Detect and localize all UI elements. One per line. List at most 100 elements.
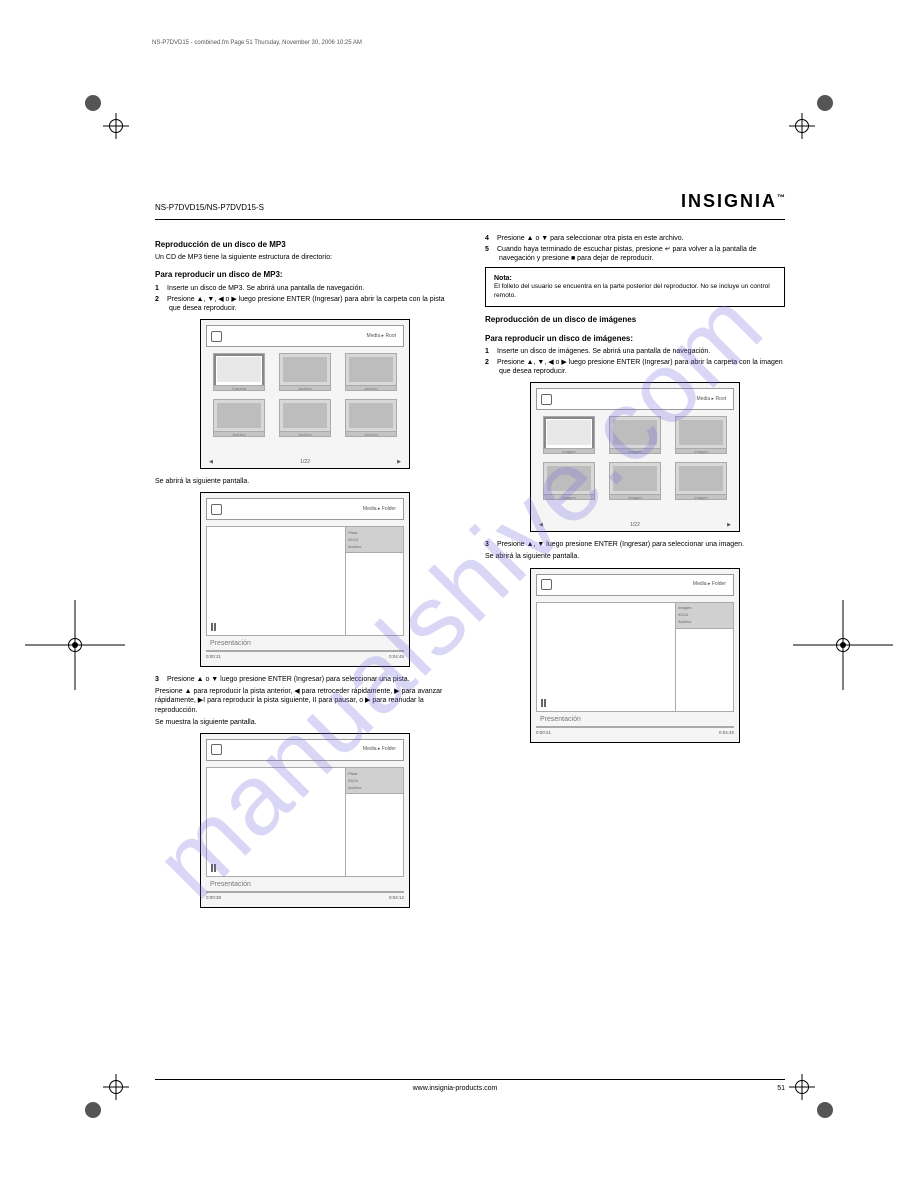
preview-area (207, 527, 345, 635)
preview-area (537, 603, 675, 711)
time-indicator: 0:00:210:04:45 (536, 730, 734, 736)
playback-footer: Presentación 0:00:210:04:45 (206, 636, 404, 660)
registration-mark (85, 1078, 125, 1118)
step: 1Inserte un disco de imágenes. Se abrirá… (485, 347, 785, 356)
page-number: 51 (755, 1084, 785, 1093)
pause-icon (541, 699, 549, 707)
thumbnail[interactable]: Archivo (213, 399, 265, 437)
breadcrumb: Media ▸ Folder (226, 506, 399, 513)
model-number: NS-P7DVD15/NS-P7DVD15-S (155, 203, 264, 213)
section-heading: Reproducción de un disco de MP3 (155, 240, 455, 250)
pager: ◀ 1/22 ▶ (539, 522, 731, 529)
pause-icon (211, 864, 219, 872)
step: 2Presione ▲, ▼, ◀ o ▶ luego presione ENT… (155, 295, 455, 313)
paragraph: Un CD de MP3 tiene la siguiente estructu… (155, 253, 455, 262)
panel-toolbar: Media ▸ Folder (206, 739, 404, 761)
panel-toolbar: Media ▸ Folder (206, 498, 404, 520)
mode-label: Presentación (540, 715, 734, 724)
metadata-area: Pista: 02/24 Archivo (345, 527, 403, 635)
progress-bar[interactable] (206, 650, 404, 652)
next-icon[interactable]: ▶ (727, 522, 731, 529)
progress-bar[interactable] (206, 891, 404, 893)
panel-toolbar: Media ▸ Root (536, 388, 734, 410)
page-header: NS-P7DVD15/NS-P7DVD15-S INSIGNIA™ (155, 180, 785, 220)
page-footer: www.insignia-products.com 51 (155, 1079, 785, 1093)
page: NS-P7DVD15 - combined.fm Page 51 Thursda… (0, 0, 918, 1188)
playback-footer: Presentación 0:00:380:04:12 (206, 877, 404, 901)
thumbnail[interactable]: Imagen (543, 462, 595, 500)
playback-panel: Media ▸ Folder Imagen: 02/24 Archivo (530, 568, 740, 743)
browser-panel: Media ▸ Root Carpeta Archivo Archivo Arc… (200, 319, 410, 469)
note-body: El folleto del usuario se encuentra en l… (494, 283, 776, 300)
panel-toolbar: Media ▸ Folder (536, 574, 734, 596)
brand-logo: INSIGNIA™ (681, 190, 785, 213)
time-indicator: 0:00:210:04:45 (206, 654, 404, 660)
registration-mark (85, 95, 125, 135)
back-icon[interactable] (541, 394, 552, 405)
step: 1Inserte un disco de MP3. Se abrirá una … (155, 284, 455, 293)
crop-filename: NS-P7DVD15 - combined.fm Page 51 Thursda… (152, 40, 362, 48)
back-icon[interactable] (211, 744, 222, 755)
left-column: Reproducción de un disco de MP3 Un CD de… (155, 232, 455, 916)
page-indicator: 1/22 (213, 459, 397, 466)
thumbnail[interactable]: Imagen (609, 416, 661, 454)
breadcrumb: Media ▸ Folder (556, 581, 729, 588)
playback-panel: Media ▸ Folder Pista: 03/24 Archivo (200, 733, 410, 908)
step: 3Presione ▲ o ▼ luego presione ENTER (In… (155, 675, 455, 684)
pager: ◀ 1/22 ▶ (209, 459, 401, 466)
thumbnail[interactable]: Imagen (675, 416, 727, 454)
paragraph: Se abrirá la siguiente pantalla. (155, 477, 455, 486)
preview-area (207, 768, 345, 876)
playback-body: Pista: 02/24 Archivo (206, 526, 404, 636)
breadcrumb: Media ▸ Root (226, 333, 399, 340)
metadata-area: Pista: 03/24 Archivo (345, 768, 403, 876)
step: 3Presione ▲, ▼ luego presione ENTER (Ing… (485, 540, 785, 549)
step: 4Presione ▲ o ▼ para seleccionar otra pi… (485, 234, 785, 243)
playback-body: Imagen: 02/24 Archivo (536, 602, 734, 712)
progress-bar[interactable] (536, 726, 734, 728)
step: 5Cuando haya terminado de escuchar pista… (485, 245, 785, 263)
page-indicator: 1/22 (543, 522, 727, 529)
thumbnail[interactable]: Archivo (279, 399, 331, 437)
thumbnail[interactable]: Archivo (345, 353, 397, 391)
mode-label: Presentación (210, 639, 404, 648)
registration-mark (55, 625, 95, 665)
playback-body: Pista: 03/24 Archivo (206, 767, 404, 877)
note-box: Nota: El folleto del usuario se encuentr… (485, 267, 785, 307)
procedure-title: Para reproducir un disco de MP3: (155, 270, 455, 280)
paragraph: Presione ▲ para reproducir la pista ante… (155, 687, 455, 714)
thumbnail[interactable]: Imagen (609, 462, 661, 500)
registration-mark (793, 1078, 833, 1118)
thumbnail-grid: Imagen Imagen Imagen Imagen Imagen Image… (536, 416, 734, 500)
breadcrumb: Media ▸ Folder (226, 746, 399, 753)
registration-mark (793, 95, 833, 135)
browser-panel: Media ▸ Root Imagen Imagen Imagen Imagen… (530, 382, 740, 532)
right-column: 4Presione ▲ o ▼ para seleccionar otra pi… (485, 232, 785, 916)
section-heading: Reproducción de un disco de imágenes (485, 315, 785, 325)
paragraph: Se muestra la siguiente pantalla. (155, 718, 455, 727)
metadata-area: Imagen: 02/24 Archivo (675, 603, 733, 711)
registration-mark (823, 625, 863, 665)
content-area: NS-P7DVD15/NS-P7DVD15-S INSIGNIA™ Reprod… (155, 180, 785, 1100)
thumbnail[interactable]: Carpeta (213, 353, 265, 391)
thumbnail[interactable]: Archivo (279, 353, 331, 391)
panel-toolbar: Media ▸ Root (206, 325, 404, 347)
back-icon[interactable] (211, 331, 222, 342)
back-icon[interactable] (541, 579, 552, 590)
paragraph: Se abrirá la siguiente pantalla. (485, 552, 785, 561)
note-label: Nota: (494, 274, 776, 283)
time-indicator: 0:00:380:04:12 (206, 895, 404, 901)
thumbnail[interactable]: Imagen (675, 462, 727, 500)
step: 2Presione ▲, ▼, ◀ o ▶ luego presione ENT… (485, 358, 785, 376)
thumbnail[interactable]: Imagen (543, 416, 595, 454)
pause-icon (211, 623, 219, 631)
back-icon[interactable] (211, 504, 222, 515)
procedure-title: Para reproducir un disco de imágenes: (485, 334, 785, 344)
thumbnail[interactable]: Archivo (345, 399, 397, 437)
thumbnail-grid: Carpeta Archivo Archivo Archivo Archivo … (206, 353, 404, 437)
next-icon[interactable]: ▶ (397, 459, 401, 466)
playback-panel: Media ▸ Folder Pista: 02/24 Archivo (200, 492, 410, 667)
two-column-layout: Reproducción de un disco de MP3 Un CD de… (155, 232, 785, 916)
mode-label: Presentación (210, 880, 404, 889)
playback-footer: Presentación 0:00:210:04:45 (536, 712, 734, 736)
